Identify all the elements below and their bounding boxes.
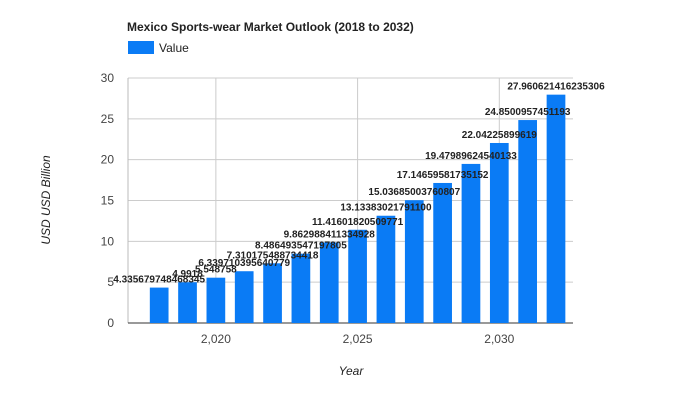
y-tick-label: 15 bbox=[101, 194, 115, 208]
data-label: 9.862988411334928 bbox=[284, 229, 376, 240]
y-tick-label: 30 bbox=[101, 71, 115, 85]
x-axis-label: Year bbox=[339, 364, 365, 378]
data-labels-layer: 4.3356797484683454.99185.5487586.3397103… bbox=[113, 82, 605, 286]
bar bbox=[433, 182, 452, 323]
legend-swatch-value bbox=[128, 41, 154, 54]
bar bbox=[489, 142, 509, 323]
bar bbox=[319, 242, 339, 323]
data-label: 5.548758 bbox=[195, 265, 237, 276]
bars-layer bbox=[149, 94, 566, 323]
bar bbox=[348, 229, 367, 323]
data-label: 8.486493547197805 bbox=[255, 241, 347, 252]
data-label: 15.03685003760807 bbox=[368, 187, 460, 198]
legend-label-value: Value bbox=[159, 41, 189, 55]
data-label: 13.13383021791100 bbox=[340, 203, 432, 214]
bar bbox=[178, 282, 197, 323]
data-label: 6.339710395640779 bbox=[198, 258, 290, 269]
data-label: 7.310175488734418 bbox=[227, 250, 319, 261]
bar bbox=[404, 200, 424, 323]
y-axis-label: USD USD Billion bbox=[39, 155, 53, 245]
data-label: 24.8500957451193 bbox=[485, 107, 571, 118]
y-tick-label: 25 bbox=[101, 112, 115, 126]
legend[interactable]: Value bbox=[128, 41, 189, 55]
data-label: 17.14659581735152 bbox=[397, 170, 489, 181]
data-label: 11.41601820509771 bbox=[312, 217, 404, 228]
bar bbox=[546, 94, 566, 323]
data-label: 4.9918 bbox=[172, 269, 203, 280]
data-label: 22.04225899619 bbox=[462, 130, 538, 141]
bar bbox=[291, 253, 311, 323]
x-tick-label: 2,025 bbox=[343, 332, 373, 346]
bar bbox=[206, 277, 226, 323]
data-label: 27.960621416235306 bbox=[507, 82, 605, 93]
data-label: 4.335679748468345 bbox=[113, 275, 205, 286]
bar bbox=[518, 120, 538, 323]
bar bbox=[234, 271, 254, 323]
y-tick-label: 20 bbox=[101, 153, 115, 167]
bar bbox=[376, 215, 396, 323]
y-tick-label: 0 bbox=[107, 316, 114, 330]
x-tick-label: 2,020 bbox=[201, 332, 231, 346]
y-tick-label: 5 bbox=[107, 275, 114, 289]
bar bbox=[263, 263, 282, 323]
y-tick-label: 10 bbox=[101, 234, 115, 248]
chart-title: Mexico Sports-wear Market Outlook (2018 … bbox=[127, 20, 414, 34]
bar bbox=[461, 163, 481, 323]
axis-layer: 0 5 10 15 20 25 30 2,020 2,025 2,030 bbox=[101, 71, 573, 346]
bar bbox=[149, 287, 169, 323]
x-tick-label: 2,030 bbox=[484, 332, 514, 346]
data-label: 19.47989624540133 bbox=[425, 151, 517, 162]
